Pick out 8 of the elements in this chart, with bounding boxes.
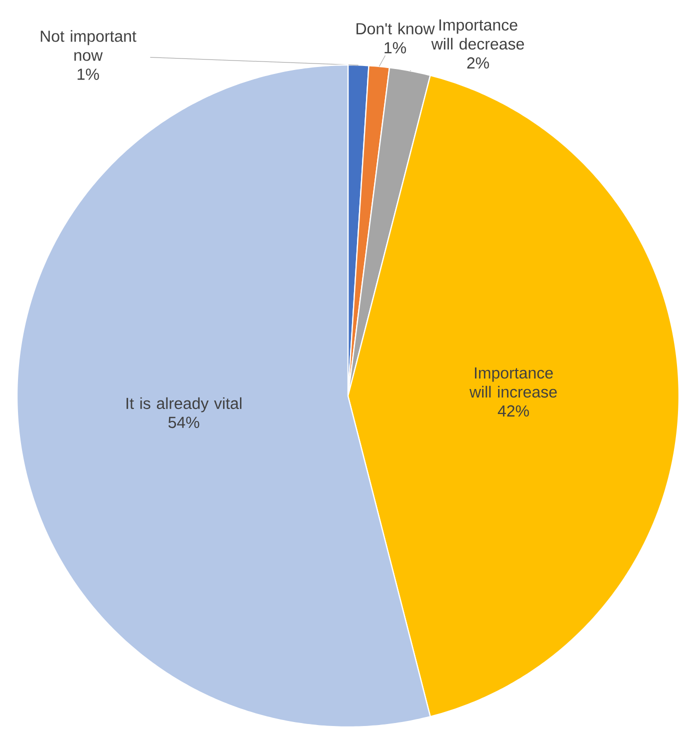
data-label: 1% <box>384 42 406 54</box>
data-label: 42% <box>498 405 529 417</box>
data-label: 54% <box>168 416 200 428</box>
slice-label: Importance will increase <box>469 367 557 398</box>
slice-label: Not important now <box>40 30 136 61</box>
data-label: 1% <box>78 68 99 80</box>
data-label: 2% <box>467 57 489 69</box>
slice-label: It is already vital <box>126 397 242 412</box>
